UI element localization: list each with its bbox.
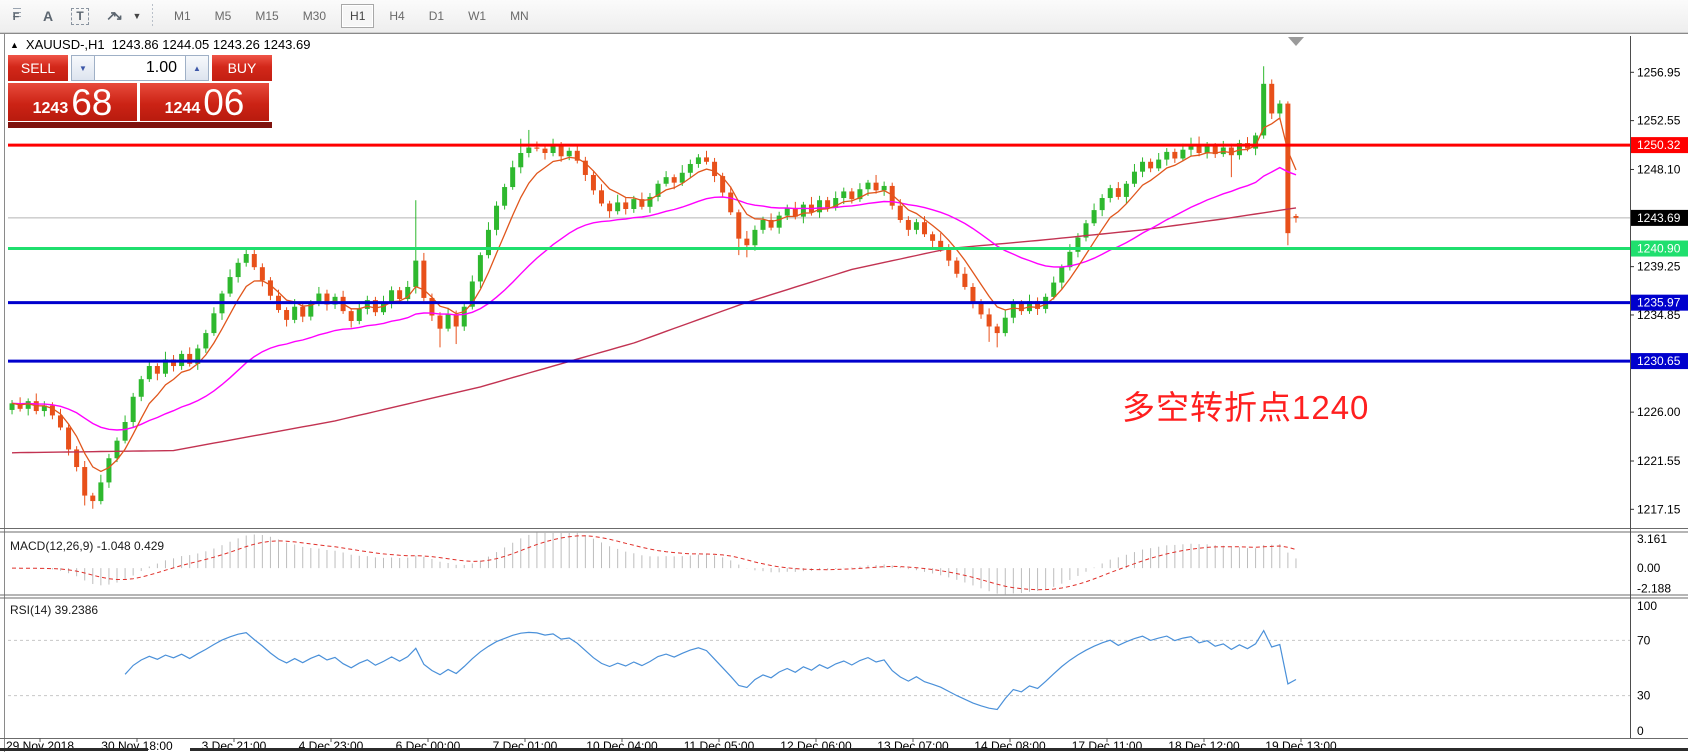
dropdown-caret-icon[interactable]: ▼ (132, 11, 142, 21)
timeframe-button-m15[interactable]: M15 (255, 9, 279, 23)
svg-text:0: 0 (1637, 724, 1644, 738)
fast-ma-line (11, 116, 1297, 473)
svg-text:0.00: 0.00 (1637, 561, 1661, 575)
buy-price-big: 06 (203, 82, 245, 123)
svg-text:1230.65: 1230.65 (1637, 354, 1681, 368)
symbol-timeframe-label: XAUUSD-,H1 (25, 37, 105, 52)
rsi-pane: 100 70 30 0 (8, 599, 1657, 738)
svg-text:70: 70 (1637, 633, 1651, 647)
svg-text:1234.85: 1234.85 (1637, 308, 1681, 322)
text-label-tool-icon[interactable]: T (67, 4, 93, 28)
volume-input[interactable]: 1.00 (95, 55, 185, 81)
ohlc-values: 1243.86 1244.05 1243.26 1243.69 (111, 37, 311, 52)
timeframe-button-d1[interactable]: D1 (428, 9, 445, 23)
horizontal-scrollbar-segment[interactable] (190, 748, 1688, 751)
drawing-tools: F A T ↗↘ ▼ (0, 4, 146, 28)
timeframe-button-h4[interactable]: H4 (389, 9, 405, 23)
timeframe-button-m5[interactable]: M5 (214, 9, 232, 23)
svg-text:1221.55: 1221.55 (1637, 454, 1681, 468)
timeframe-button-m30[interactable]: M30 (302, 9, 327, 23)
svg-text:-2.188: -2.188 (1637, 581, 1671, 595)
buy-price-small: 1244 (164, 100, 201, 117)
rsi-line (124, 629, 1297, 711)
svg-text:1256.95: 1256.95 (1637, 65, 1681, 79)
buy-button[interactable]: BUY (212, 55, 272, 81)
volume-increase-button[interactable]: ▲ (185, 55, 209, 81)
svg-text:1235.97: 1235.97 (1637, 296, 1681, 310)
svg-text:1240.90: 1240.90 (1637, 242, 1681, 256)
sell-price-display[interactable]: 1243 68 (8, 83, 137, 121)
objects-tool-icon[interactable]: ↗↘ (106, 8, 123, 23)
sell-button[interactable]: SELL (8, 55, 68, 81)
arrow-tool-icon[interactable]: A (42, 8, 54, 24)
horizontal-scrollbar-segment[interactable] (0, 748, 148, 751)
svg-text:3.161: 3.161 (1637, 532, 1667, 546)
timeframe-button-mn[interactable]: MN (510, 9, 529, 23)
svg-text:100: 100 (1637, 599, 1657, 613)
timeframe-button-w1[interactable]: W1 (468, 9, 487, 23)
triangle-down-icon: ▼ (79, 63, 87, 73)
chart-title: ▲ XAUUSD-,H1 1243.86 1244.05 1243.26 124… (10, 37, 310, 52)
chart-text-annotation: 多空转折点1240 (1122, 389, 1370, 426)
timeframe-button-m1[interactable]: M1 (174, 9, 191, 23)
macd-indicator-label: MACD(12,26,9) -1.048 0.429 (10, 539, 165, 553)
toolbar: F A T ↗↘ ▼ M1 M5 M15 M30 H1 H4 D1 W1 MN (0, 0, 1688, 33)
svg-text:1226.00: 1226.00 (1637, 405, 1681, 419)
price-axis: 1256.95 1252.55 1248.10 1239.25 1234.85 1226.… (1630, 65, 1688, 516)
triangle-up-icon: ▲ (193, 63, 201, 73)
fibonacci-tool-icon[interactable]: F (3, 4, 29, 28)
volume-stepper: ▼ 1.00 ▲ (71, 55, 209, 81)
macd-signal-line (11, 535, 1297, 591)
svg-text:1248.10: 1248.10 (1637, 162, 1681, 176)
macd-pane: 3.161 0.00 -2.188 (11, 532, 1671, 595)
slow-ma-line (11, 207, 1297, 454)
sell-price-big: 68 (71, 82, 113, 123)
chart-shift-marker-icon[interactable] (1288, 37, 1304, 46)
svg-text:1252.55: 1252.55 (1637, 114, 1681, 128)
sell-price-small: 1243 (32, 100, 69, 117)
timeframe-button-h1[interactable]: H1 (341, 4, 375, 28)
trade-panel-base (8, 122, 272, 128)
candlesticks (9, 66, 1299, 509)
timeframe-buttons: M1 M5 M15 M30 H1 H4 D1 W1 MN (162, 4, 541, 28)
mid-ma-line (11, 166, 1297, 431)
window-chrome (0, 33, 1688, 752)
svg-text:1217.15: 1217.15 (1637, 502, 1681, 516)
collapse-triangle-icon[interactable]: ▲ (10, 39, 19, 50)
one-click-trading-panel: SELL ▼ 1.00 ▲ BUY 1243 68 1244 06 (8, 55, 272, 128)
svg-text:1239.25: 1239.25 (1637, 260, 1681, 274)
svg-text:1243.69: 1243.69 (1637, 211, 1681, 225)
rsi-indicator-label: RSI(14) 39.2386 (10, 603, 99, 617)
toolbar-separator (152, 4, 153, 28)
volume-decrease-button[interactable]: ▼ (71, 55, 95, 81)
main-price-pane (8, 66, 1630, 509)
buy-price-display[interactable]: 1244 06 (140, 83, 269, 121)
svg-text:30: 30 (1637, 689, 1651, 703)
svg-text:1250.32: 1250.32 (1637, 138, 1681, 152)
